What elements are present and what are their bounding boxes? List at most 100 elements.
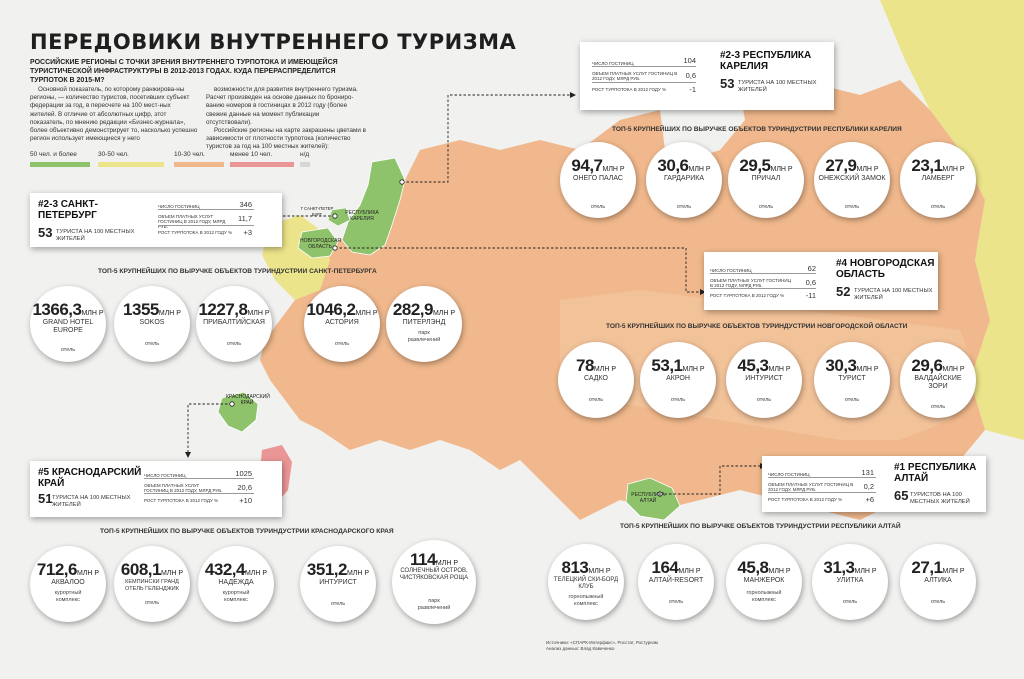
growth-value: +6 bbox=[865, 495, 874, 504]
top5-altai-ulitka: 31,3МЛН Р УЛИТКА отель bbox=[812, 544, 888, 620]
revenue-value: 53,1МЛН Р bbox=[651, 356, 705, 375]
separator bbox=[768, 477, 876, 478]
venue-type: отель bbox=[930, 599, 946, 605]
tourists-label: ТУРИСТА НА 100 МЕСТНЫХ ЖИТЕЛЕЙ bbox=[738, 80, 817, 93]
hotels-label: ЧИСЛО ГОСТИНИЦ bbox=[710, 268, 752, 273]
growth-value: -11 bbox=[805, 291, 816, 300]
hotels-value: 346 bbox=[239, 200, 252, 209]
revenue-label: ОБЪЕМ ПЛАТНЫХ УСЛУГ ГОСТИНИЦ В 2012 ГОДУ… bbox=[768, 482, 854, 492]
venue-name: КЕМПИНСКИ ГРАНД ОТЕЛЬ ГЕЛЕНДЖИК bbox=[125, 579, 179, 592]
top5-novgorod-turist: 30,3МЛН Р ТУРИСТ отель bbox=[814, 342, 890, 418]
legend-label: 30-50 чел. bbox=[98, 151, 129, 158]
top5-karelia-onego-palas: 94,7МЛН Р ОНЕГО ПАЛАС отель bbox=[560, 142, 636, 218]
section-heading-spb: ТОП-5 КРУПНЕЙШИХ ПО ВЫРУЧКЕ ОБЪЕКТОВ ТУР… bbox=[98, 268, 377, 275]
venue-name: МАНЖЕРОК bbox=[743, 577, 785, 584]
revenue-value: 0,6 bbox=[685, 71, 696, 80]
marker-krasnodar bbox=[229, 401, 235, 407]
separator bbox=[144, 493, 254, 494]
source-note: Источники: «СПАРК-Интерфакс», Росстат, Р… bbox=[546, 640, 658, 652]
venue-name: АКВАЛОО bbox=[51, 579, 85, 586]
venue-name: ВАЛДАЙСКИЕ ЗОРИ bbox=[914, 375, 962, 390]
separator bbox=[144, 478, 254, 479]
legend-swatch bbox=[174, 162, 224, 167]
growth-label: РОСТ ТУРПОТОКА В 2012 ГОДУ % bbox=[144, 498, 219, 503]
separator bbox=[710, 288, 816, 289]
tourists-value: 52 bbox=[836, 284, 851, 299]
top5-spb-piterland: 282,9МЛН Р ПИТЕРЛЭНД парк развлечений bbox=[386, 286, 462, 362]
venue-type: отель bbox=[330, 601, 346, 607]
venue-type: отель bbox=[334, 341, 350, 347]
revenue-value: 23,1МЛН Р bbox=[911, 156, 965, 175]
revenue-value: 608,1МЛН Р bbox=[120, 560, 184, 579]
revenue-value: 813МЛН Р bbox=[561, 558, 611, 577]
connector-karelia bbox=[402, 94, 570, 183]
top5-altai-teletsky-ski: 813МЛН Р ТЕЛЕЦКИЙ СКИ-БОРД КЛУБ горнолыж… bbox=[548, 544, 624, 620]
growth-value: +3 bbox=[243, 228, 252, 237]
top5-novgorod-sadko: 78МЛН Р САДКО отель bbox=[558, 342, 634, 418]
venue-name: НАДЕЖДА bbox=[218, 579, 254, 586]
venue-type: отель bbox=[844, 204, 860, 210]
growth-value: -1 bbox=[689, 85, 696, 94]
separator bbox=[158, 209, 254, 210]
venue-name: ОНЕЖСКИЙ ЗАМОК bbox=[818, 175, 886, 182]
marker-spb bbox=[332, 213, 338, 219]
revenue-value: 30,6МЛН Р bbox=[657, 156, 711, 175]
rank-title: #1 РЕСПУБЛИКА АЛТАЙ bbox=[894, 462, 977, 484]
top5-altai-resort: 164МЛН Р АЛТАЙ-RESORT отель bbox=[638, 544, 714, 620]
separator bbox=[592, 66, 696, 67]
revenue-label: ОБЪЕМ ПЛАТНЫХ УСЛУГ ГОСТИНИЦ В 2012 ГОДУ… bbox=[710, 278, 791, 288]
section-heading-novgorod: ТОП-5 КРУПНЕЙШИХ ПО ВЫРУЧКЕ ОБЪЕКТОВ ТУР… bbox=[606, 323, 908, 330]
map-region-novgorod bbox=[297, 227, 339, 259]
section-heading-krasnodar: ТОП-5 КРУПНЕЙШИХ ПО ВЫРУЧКЕ ОБЪЕКТОВ ТУР… bbox=[100, 528, 394, 535]
top5-krasnodar-intourist: 351,2МЛН Р ИНТУРИСТ отель bbox=[300, 546, 376, 622]
top5-altai-manzherok: 45,8МЛН Р МАНЖЕРОК горнолыжный комплекс bbox=[726, 544, 802, 620]
tourists-label: ТУРИСТА НА 100 МЕСТНЫХ ЖИТЕЛЕЙ bbox=[56, 229, 135, 242]
revenue-label: ОБЪЕМ ПЛАТНЫХ УСЛУГ ГОСТИНИЦ В 2012 ГОДУ… bbox=[158, 214, 226, 229]
tourists-value: 51 bbox=[38, 491, 53, 506]
venue-type: отель bbox=[676, 204, 692, 210]
revenue-value: 27,1МЛН Р bbox=[911, 558, 965, 577]
intro-paragraph-2a: возможности для развития внутреннего тур… bbox=[206, 86, 358, 126]
top5-karelia-prichal: 29,5МЛН Р ПРИЧАЛ отель bbox=[728, 142, 804, 218]
venue-name: ИНТУРИСТ bbox=[319, 579, 357, 586]
venue-type: курортный комплекс bbox=[54, 590, 82, 603]
revenue-value: 20,6 bbox=[237, 483, 252, 492]
venue-type: отель bbox=[844, 397, 860, 403]
venue-type: горнолыжный комплекс bbox=[568, 594, 604, 607]
arrow-krasnodar bbox=[185, 452, 191, 458]
growth-label: РОСТ ТУРПОТОКА В 2012 ГОДУ % bbox=[592, 87, 667, 92]
venue-name: САДКО bbox=[584, 375, 608, 382]
venue-type: отель bbox=[758, 204, 774, 210]
revenue-value: 351,2МЛН Р bbox=[306, 560, 370, 579]
intro-column-1: Основной показатель, по которому ранжиро… bbox=[30, 86, 198, 143]
legend-swatch bbox=[98, 162, 164, 167]
venue-type: отель bbox=[930, 204, 946, 210]
venue-name: АЛТИКА bbox=[924, 577, 952, 584]
venue-name: ПИТЕРЛЭНД bbox=[402, 319, 446, 326]
venue-name: ТЕЛЕЦКИЙ СКИ-БОРД КЛУБ bbox=[553, 577, 619, 590]
revenue-value: 29,5МЛН Р bbox=[739, 156, 793, 175]
legend-label: н/д bbox=[300, 151, 310, 158]
top5-spb-pribaltiyskaya: 1227,8МЛН Р ПРИБАЛТИЙСКАЯ отель bbox=[196, 286, 272, 362]
venue-type: парк развлечений bbox=[407, 330, 441, 343]
top5-altai-altika: 27,1МЛН Р АЛТИКА отель bbox=[900, 544, 976, 620]
revenue-value: 0,6 bbox=[805, 278, 816, 287]
venue-name: GRAND HOTEL EUROPE bbox=[42, 319, 94, 334]
region-card-karelia: ЧИСЛО ГОСТИНИЦ 104 ОБЪЕМ ПЛАТНЫХ УСЛУГ Г… bbox=[580, 42, 834, 110]
venue-type: отель bbox=[930, 404, 946, 410]
revenue-value: 94,7МЛН Р bbox=[571, 156, 625, 175]
top5-spb-sokos: 1355МЛН Р SOKOS отель bbox=[114, 286, 190, 362]
section-heading-karelia: ТОП-5 КРУПНЕЙШИХ ПО ВЫРУЧКЕ ОБЪЕКТОВ ТУР… bbox=[612, 126, 902, 133]
revenue-value: 1355МЛН Р bbox=[123, 300, 181, 319]
revenue-value: 30,3МЛН Р bbox=[825, 356, 879, 375]
revenue-value: 282,9МЛН Р bbox=[392, 300, 456, 319]
separator bbox=[158, 225, 254, 226]
top5-karelia-onezhsky-zamok: 27,9МЛН Р ОНЕЖСКИЙ ЗАМОК отель bbox=[814, 142, 890, 218]
marker-novgorod bbox=[332, 245, 338, 251]
tourists-label: ТУРИСТА НА 100 МЕСТНЫХ ЖИТЕЛЕЙ bbox=[854, 288, 933, 301]
revenue-value: 11,7 bbox=[237, 214, 252, 223]
region-card-krasnodar: #5 КРАСНОДАРСКИЙ КРАЙ 51 ТУРИСТА НА 100 … bbox=[30, 461, 282, 517]
intro-paragraph-2b: Российские регионы на карте закрашены цв… bbox=[206, 127, 366, 151]
top5-novgorod-akron: 53,1МЛН Р АКРОН отель bbox=[640, 342, 716, 418]
top5-spb-grand-hotel-europe: 1366,3МЛН Р GRAND HOTEL EUROPE отель bbox=[30, 286, 106, 362]
